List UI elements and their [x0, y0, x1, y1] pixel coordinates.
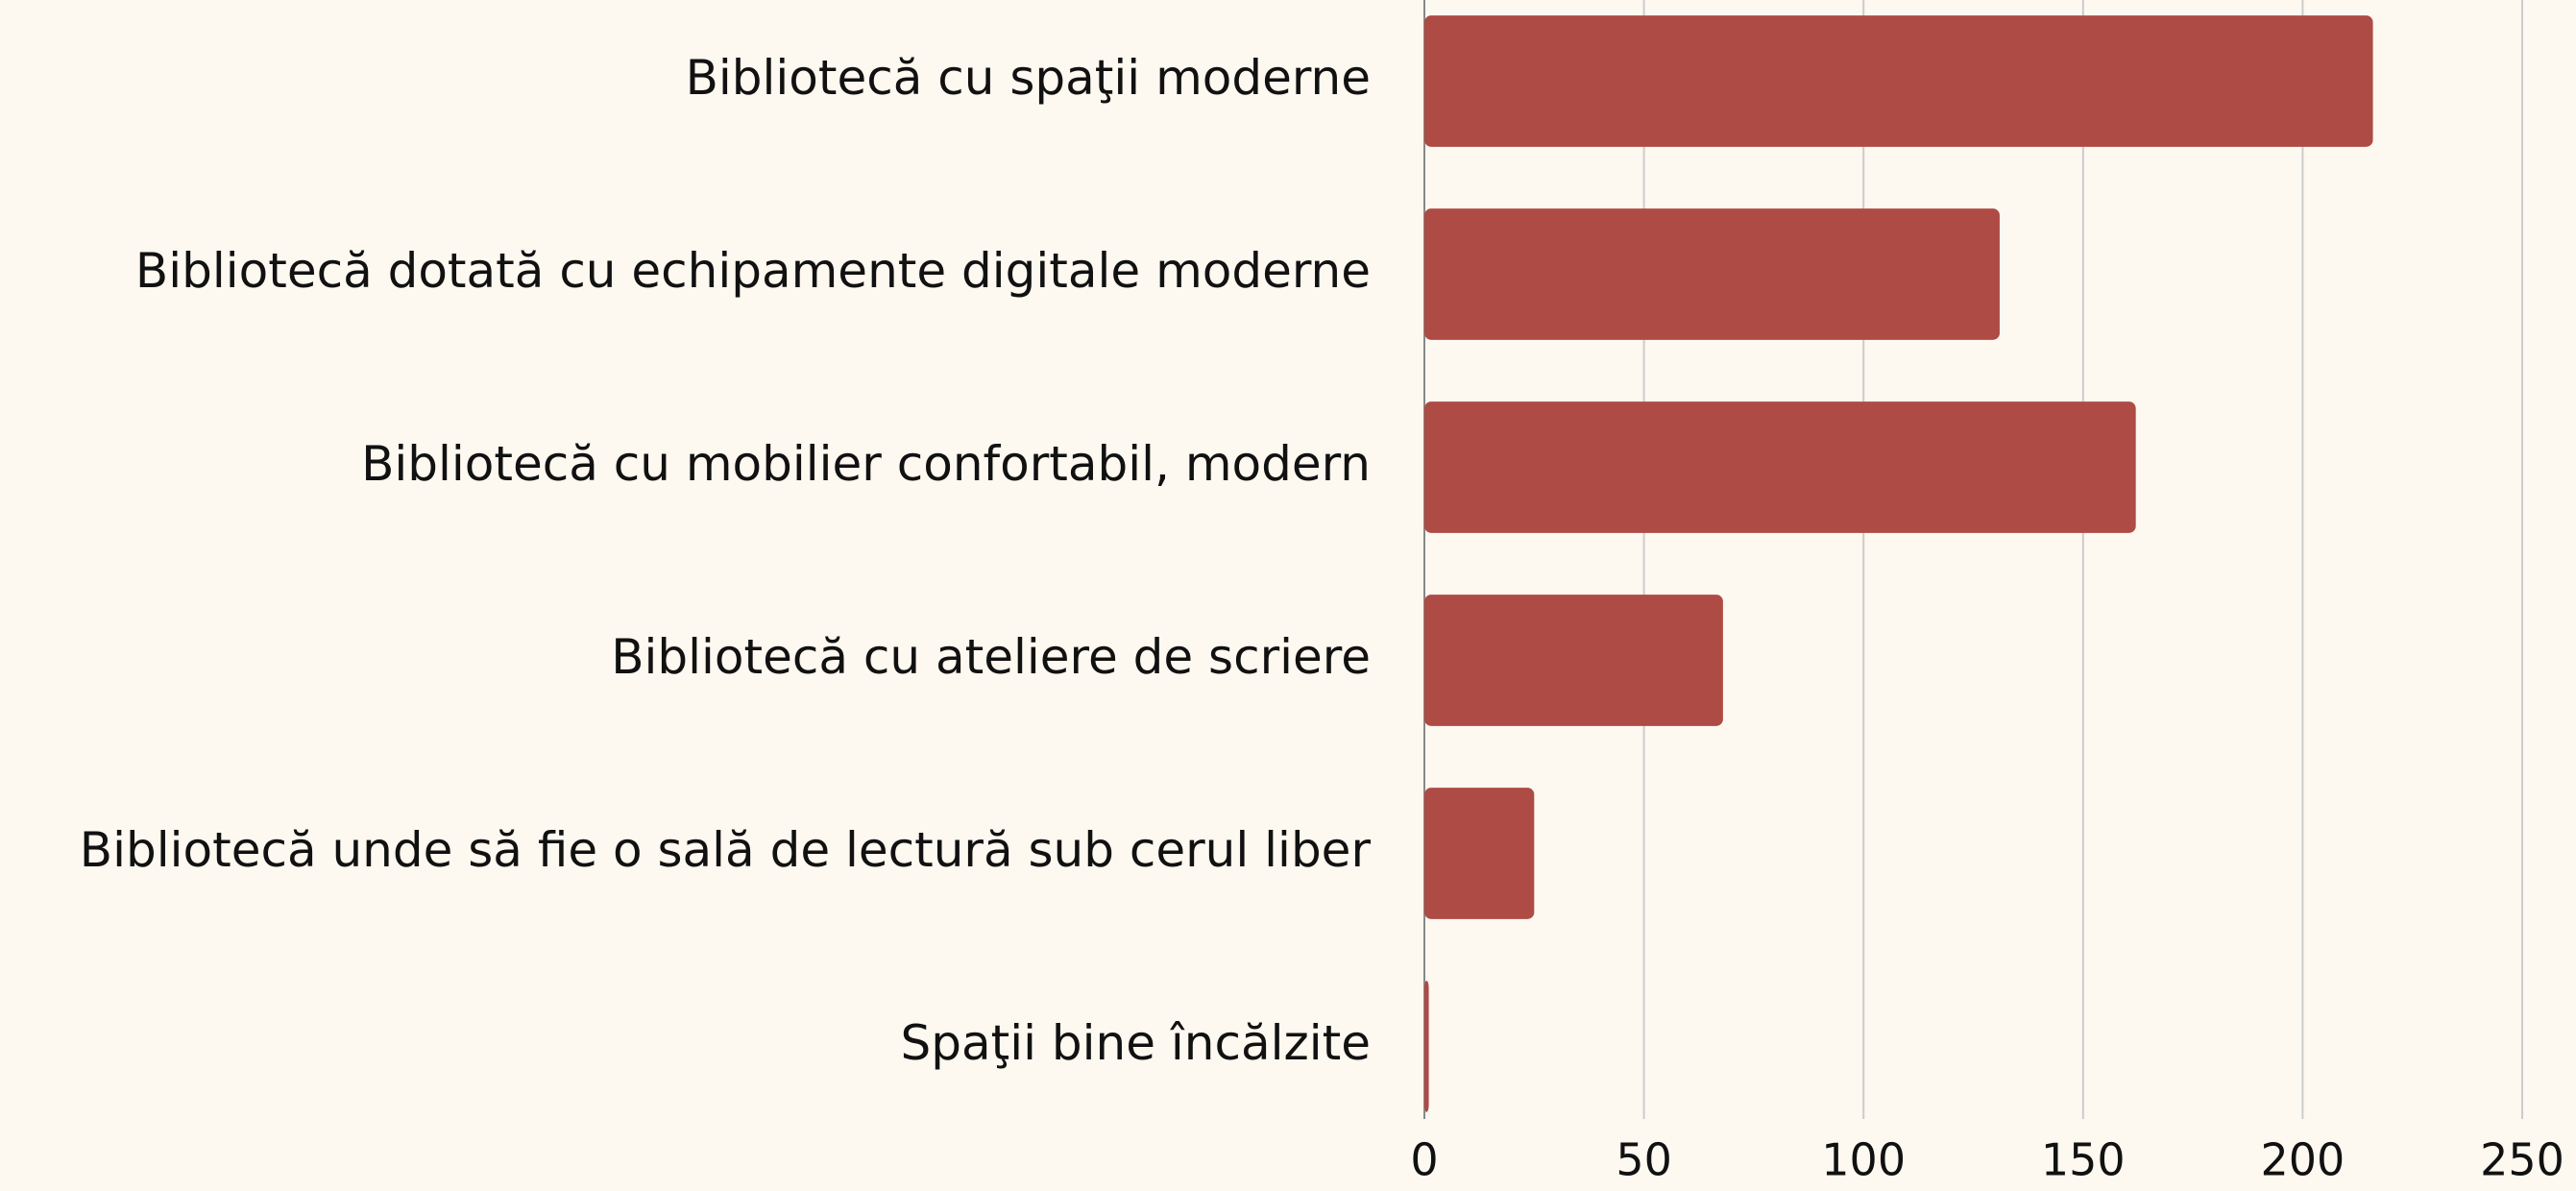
y-tick-label: Bibliotecă cu spaţii moderne	[686, 50, 1371, 106]
bar	[1424, 208, 2000, 340]
y-tick-label: Bibliotecă cu ateliere de scriere	[611, 629, 1371, 685]
bar	[1424, 981, 1429, 1112]
x-tick-label: 200	[2260, 1134, 2345, 1186]
y-tick-label: Bibliotecă unde să fie o sală de lectură…	[80, 822, 1372, 878]
x-tick-label: 0	[1410, 1134, 1438, 1186]
bar	[1424, 401, 2136, 533]
x-tick-label: 250	[2480, 1134, 2564, 1186]
x-tick-label: 100	[1821, 1134, 1906, 1186]
x-tick-label: 50	[1616, 1134, 1672, 1186]
x-tick-label: 150	[2041, 1134, 2126, 1186]
y-tick-label: Bibliotecă dotată cu echipamente digital…	[135, 243, 1371, 299]
bar	[1424, 595, 1723, 726]
bar	[1424, 788, 1535, 919]
bar	[1424, 15, 2373, 147]
y-tick-label: Spaţii bine încălzite	[901, 1015, 1371, 1071]
y-tick-label: Bibliotecă cu mobilier confortabil, mode…	[361, 436, 1371, 492]
